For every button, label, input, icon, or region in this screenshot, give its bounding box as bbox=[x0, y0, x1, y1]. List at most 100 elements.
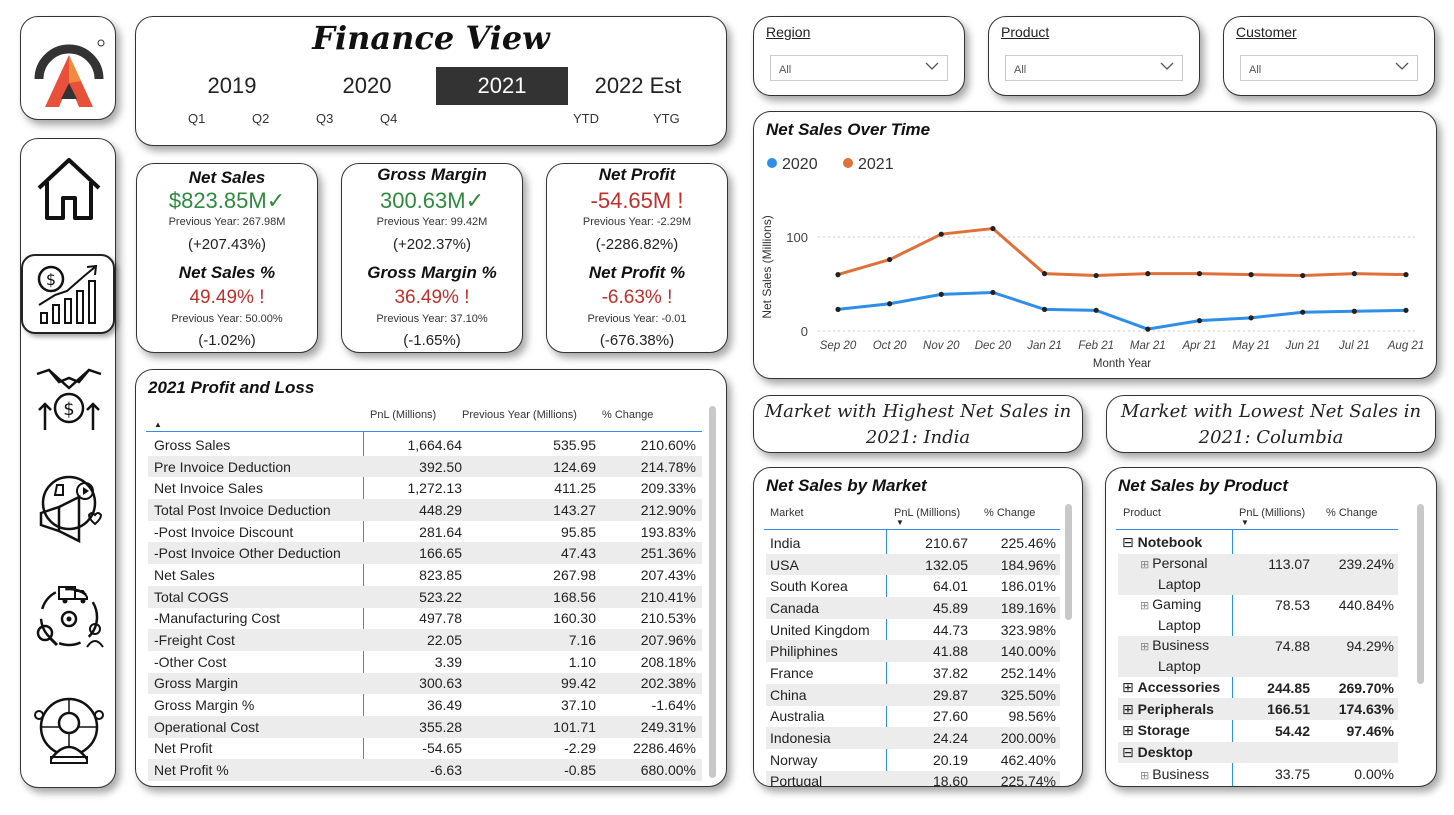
table-row[interactable]: Portugal 18.60 225.74% bbox=[766, 770, 1060, 786]
quarter-button-q1[interactable]: Q1 bbox=[188, 111, 206, 126]
nav-finance[interactable]: $ bbox=[21, 254, 115, 334]
table-row[interactable]: Net Invoice Sales 1,272.13 411.25 209.33% bbox=[148, 477, 702, 499]
quarter-button-q4[interactable]: Q4 bbox=[380, 111, 398, 126]
table-row[interactable]: India 210.67 225.46% bbox=[766, 532, 1060, 554]
expand-icon[interactable]: ⊞ bbox=[1140, 641, 1153, 654]
table-row[interactable]: Net Sales 823.85 267.98 207.43% bbox=[148, 564, 702, 586]
nav-sales[interactable]: $ bbox=[31, 361, 107, 437]
year-button-2022-est[interactable]: 2022 Est bbox=[594, 73, 682, 98]
year-button-2019[interactable]: 2019 bbox=[207, 73, 257, 98]
table-row[interactable]: Total Post Invoice Deduction 448.29 143.27… bbox=[148, 499, 702, 521]
sort-up-icon[interactable]: ▲ bbox=[154, 420, 162, 429]
expand-icon[interactable]: ⊞ bbox=[1140, 600, 1153, 613]
column-header-change[interactable]: % Change bbox=[984, 507, 1036, 519]
table-row[interactable]: -Freight Cost 22.05 7.16 207.96% bbox=[148, 629, 702, 651]
column-header-market[interactable]: Market bbox=[770, 507, 804, 519]
table-row[interactable]: -Manufacturing Cost 497.78 160.30 210.53% bbox=[148, 608, 702, 630]
nav-marketing[interactable] bbox=[31, 469, 107, 545]
quarter-button-q3[interactable]: Q3 bbox=[316, 111, 334, 126]
market-name: Australia bbox=[770, 708, 825, 725]
sort-down-icon[interactable]: ▼ bbox=[896, 518, 904, 527]
cell-value: 207.96% bbox=[602, 629, 702, 651]
table-row[interactable]: United Kingdom 44.73 323.98% bbox=[766, 619, 1060, 641]
table-row[interactable]: Net Profit % -6.63 -0.85 680.00% bbox=[148, 759, 702, 781]
table-row[interactable]: ⊟ Desktop bbox=[1118, 741, 1398, 764]
product-scrollbar[interactable] bbox=[1417, 504, 1424, 684]
ytg-button[interactable]: YTG bbox=[653, 111, 680, 126]
table-row[interactable]: Gross Margin 300.63 99.42 202.38% bbox=[148, 672, 702, 695]
expand-icon[interactable]: ⊞ bbox=[1140, 559, 1153, 572]
table-row[interactable]: ⊞ Business 33.75 0.00% bbox=[1118, 763, 1398, 785]
product-dropdown[interactable]: All bbox=[1005, 55, 1183, 81]
expand-icon[interactable]: ⊞ bbox=[1122, 722, 1138, 739]
table-row[interactable]: ⊞ Gaming Laptop 78.53 440.84% bbox=[1118, 595, 1398, 636]
nav-executive[interactable] bbox=[31, 691, 107, 767]
cell-value: 214.78% bbox=[602, 455, 702, 478]
row-label: -Other Cost bbox=[154, 653, 227, 670]
pnl-scrollbar[interactable] bbox=[709, 406, 716, 778]
table-row[interactable]: Pre Invoice Deduction 392.50 124.69 214.78% bbox=[148, 455, 702, 478]
table-row[interactable]: ⊞ Storage 54.42 97.46% bbox=[1118, 720, 1398, 742]
nav-home[interactable] bbox=[31, 151, 107, 227]
x-tick-label: Apr 21 bbox=[1182, 340, 1217, 352]
column-header-change[interactable]: % Change bbox=[602, 409, 654, 421]
market-scrollbar[interactable] bbox=[1065, 504, 1072, 620]
nav-supply-chain[interactable] bbox=[31, 579, 107, 655]
banner-lowest-market: Market with Lowest Net Sales in 2021: Co… bbox=[1106, 395, 1436, 453]
column-header-pnl[interactable]: PnL (Millions) bbox=[370, 409, 437, 421]
table-row[interactable]: France 37.82 252.14% bbox=[766, 662, 1060, 684]
table-row[interactable]: ⊟ Notebook bbox=[1118, 532, 1398, 554]
cell-value: 143.27 bbox=[468, 499, 602, 521]
expand-icon[interactable]: ⊞ bbox=[1122, 679, 1138, 696]
expand-icon[interactable]: ⊞ bbox=[1122, 700, 1138, 717]
product-name-cell: ⊞ Peripherals bbox=[1118, 698, 1232, 721]
year-button-2021[interactable]: 2021 bbox=[436, 67, 568, 105]
table-row[interactable]: -Other Cost 3.39 1.10 208.18% bbox=[148, 651, 702, 673]
column-header-pnl[interactable]: PnL (Millions) bbox=[1239, 507, 1306, 519]
table-row[interactable]: ⊞ Business Laptop 74.88 94.29% bbox=[1118, 635, 1398, 677]
table-row[interactable]: -Post Invoice Other Deduction 166.65 47.43… bbox=[148, 542, 702, 565]
quarter-button-q2[interactable]: Q2 bbox=[252, 111, 270, 126]
collapse-icon[interactable]: ⊟ bbox=[1122, 534, 1138, 551]
atliq-logo-icon bbox=[34, 39, 105, 107]
cell-value: 200.00% bbox=[972, 727, 1060, 749]
column-header-change[interactable]: % Change bbox=[1326, 507, 1378, 519]
table-row[interactable]: USA 132.05 184.96% bbox=[766, 553, 1060, 576]
cell-value: 267.98 bbox=[553, 566, 596, 583]
cell-value: 78.53 bbox=[1274, 596, 1310, 613]
cell-value: 448.29 bbox=[363, 499, 468, 521]
kpi-previous-year-percent: Previous Year: 50.00% bbox=[171, 313, 283, 325]
table-row[interactable]: Operational Cost 355.28 101.71 249.31% bbox=[148, 715, 702, 738]
table-row[interactable]: ⊞ Peripherals 166.51 174.63% bbox=[1118, 698, 1398, 721]
table-row[interactable]: Gross Sales 1,664.64 535.95 210.60% bbox=[148, 434, 702, 456]
region-dropdown[interactable]: All bbox=[770, 55, 948, 81]
kpi-label: Gross Margin bbox=[377, 165, 487, 184]
cell-value: 18.60 bbox=[886, 770, 972, 786]
table-row[interactable]: Indonesia 24.24 200.00% bbox=[766, 727, 1060, 749]
data-point bbox=[1403, 272, 1409, 278]
table-row[interactable]: Net Profit -54.65 -2.29 2286.46% bbox=[148, 738, 702, 760]
cell-value: 323.98% bbox=[1000, 621, 1056, 638]
table-row[interactable]: Norway 20.19 462.40% bbox=[766, 749, 1060, 771]
column-header-pnl[interactable]: PnL (Millions) bbox=[894, 507, 961, 519]
expand-icon[interactable]: ⊞ bbox=[1140, 770, 1153, 783]
table-row[interactable]: Gross Margin % 36.49 37.10 -1.64% bbox=[148, 694, 702, 716]
column-header-previous-year[interactable]: Previous Year (Millions) bbox=[462, 409, 577, 421]
sort-down-icon[interactable]: ▼ bbox=[1241, 518, 1249, 527]
table-row[interactable]: ⊞ Personal Laptop 113.07 239.24% bbox=[1118, 553, 1398, 595]
year-button-2020[interactable]: 2020 bbox=[342, 73, 392, 98]
table-row[interactable]: Philiphines 41.88 140.00% bbox=[766, 640, 1060, 663]
ytd-button[interactable]: YTD bbox=[573, 111, 599, 126]
collapse-icon[interactable]: ⊟ bbox=[1122, 744, 1138, 761]
table-row[interactable]: Canada 45.89 189.16% bbox=[766, 597, 1060, 619]
table-row[interactable]: China 29.87 325.50% bbox=[766, 683, 1060, 706]
table-row[interactable]: -Post Invoice Discount 281.64 95.85 193.83% bbox=[148, 521, 702, 543]
table-row[interactable]: Australia 27.60 98.56% bbox=[766, 706, 1060, 728]
table-row[interactable]: South Korea 64.01 186.01% bbox=[766, 575, 1060, 597]
table-row[interactable]: Total COGS 523.22 168.56 210.41% bbox=[148, 585, 702, 608]
row-label: Operational Cost bbox=[148, 715, 363, 738]
customer-dropdown[interactable]: All bbox=[1240, 55, 1418, 81]
table-row[interactable]: ⊞ Accessories 244.85 269.70% bbox=[1118, 677, 1398, 699]
column-header-product[interactable]: Product bbox=[1123, 507, 1161, 519]
sidebar-nav: $ $ bbox=[20, 138, 116, 788]
